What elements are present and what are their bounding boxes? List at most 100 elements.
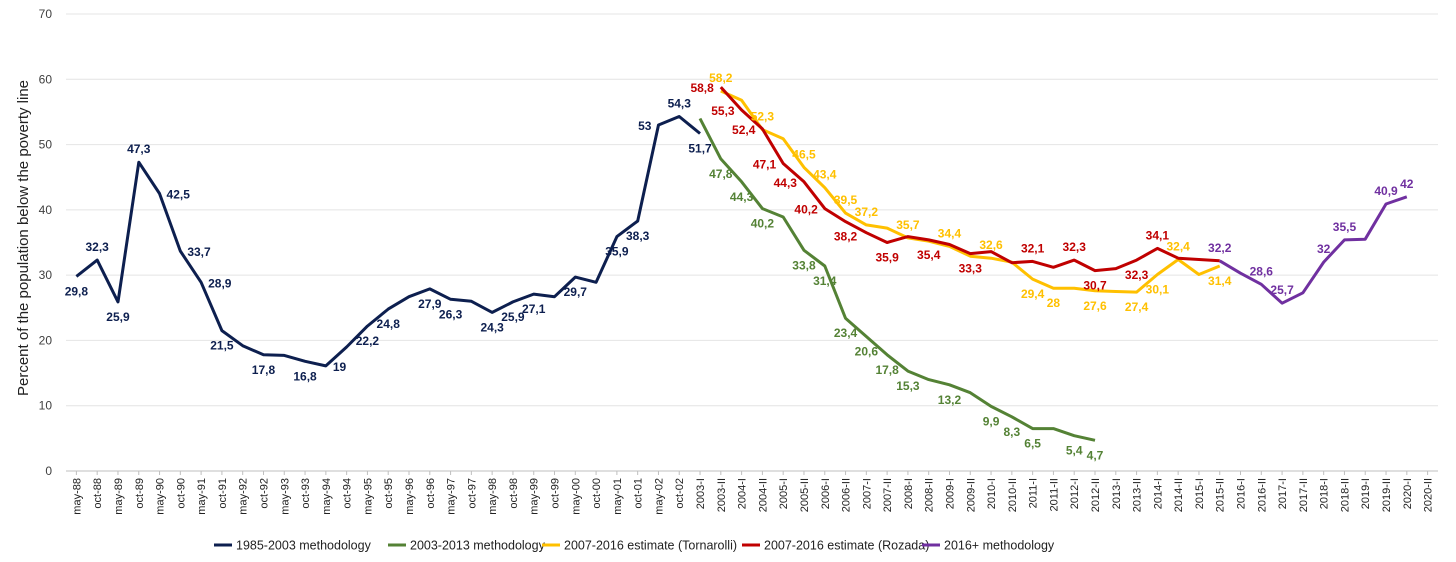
- data-label: 32,4: [1166, 239, 1190, 253]
- series-line: [698, 117, 1096, 442]
- y-tick-label: 70: [39, 7, 53, 21]
- x-tick-label: may-02: [653, 478, 665, 515]
- x-tick-label: may-93: [279, 478, 291, 515]
- data-label: 26,3: [439, 307, 463, 321]
- data-label: 13,2: [938, 393, 962, 407]
- legend-entry: 1985-2003 methodology: [236, 539, 372, 553]
- data-label: 20,6: [855, 345, 879, 359]
- x-tick-label: 2006-I: [820, 478, 832, 509]
- data-label: 32,2: [1208, 241, 1232, 255]
- data-label: 33,8: [792, 258, 816, 272]
- y-tick-label: 30: [39, 268, 53, 282]
- x-tick-label: oct-91: [217, 478, 229, 509]
- x-tick-label: oct-02: [674, 478, 686, 509]
- y-tick-label: 50: [39, 138, 53, 152]
- x-tick-label: 2017-II: [1298, 478, 1310, 512]
- x-tick-label: may-00: [570, 478, 582, 515]
- x-tick-label: may-89: [113, 478, 125, 515]
- y-tick-label: 60: [39, 72, 53, 86]
- x-tick-label: oct-88: [92, 478, 104, 509]
- data-label: 37,2: [855, 205, 879, 219]
- legend: 1985-2003 methodology 2003-2013 methodolo…: [214, 539, 1055, 553]
- x-tick-label: may-91: [196, 478, 208, 515]
- x-tick-label: may-98: [487, 478, 499, 515]
- data-label: 47,1: [753, 158, 777, 172]
- data-label: 28,6: [1250, 264, 1274, 278]
- data-label: 40,9: [1374, 184, 1398, 198]
- x-tick-label: may-96: [404, 478, 416, 515]
- gridlines: [66, 13, 1438, 407]
- legend-entry: 2007-2016 estimate (Tornarolli): [564, 539, 737, 553]
- x-tick-label: oct-96: [425, 478, 437, 509]
- x-tick-label: 2018-II: [1339, 478, 1351, 512]
- x-tick-label: 2019-II: [1381, 478, 1393, 512]
- x-tick-label: 2010-II: [1007, 478, 1019, 512]
- x-tick-label: 2013-II: [1132, 478, 1144, 512]
- x-tick-label: 2014-II: [1173, 478, 1185, 512]
- series-lines: [75, 86, 1408, 442]
- data-label: 42,5: [167, 188, 191, 202]
- data-label: 58,8: [690, 81, 714, 95]
- data-label: 29,7: [564, 285, 588, 299]
- x-tick-label: 2010-I: [986, 478, 998, 509]
- y-tick-label: 40: [39, 203, 53, 217]
- series-line: [719, 86, 1220, 273]
- x-tick-label: may-90: [155, 478, 167, 515]
- data-label: 46,5: [792, 147, 816, 161]
- data-label: 51,7: [688, 141, 712, 155]
- x-tick-label: 2020-II: [1423, 478, 1435, 512]
- data-label: 35,4: [917, 248, 941, 262]
- data-label: 47,3: [127, 142, 151, 156]
- y-axis-label: Percent of the population below the pove…: [15, 80, 32, 396]
- data-label: 58,2: [709, 71, 733, 85]
- x-tick-label: 2016-II: [1256, 478, 1268, 512]
- x-tick-label: 2005-I: [778, 478, 790, 509]
- data-label: 44,3: [730, 190, 754, 204]
- x-tick-label: 2019-I: [1360, 478, 1372, 509]
- x-tick-label: 2016-I: [1236, 478, 1248, 509]
- series-line: [75, 115, 701, 368]
- y-tick-label: 20: [39, 333, 53, 347]
- data-label: 5,4: [1066, 444, 1083, 458]
- x-tick-label: 2003-II: [716, 478, 728, 512]
- x-tick-label: 2015-II: [1215, 478, 1227, 512]
- series-line: [720, 89, 1221, 294]
- data-label: 30,7: [1083, 279, 1107, 293]
- data-label: 29,8: [65, 284, 89, 298]
- data-label: 33,3: [959, 262, 983, 276]
- x-tick-label: 2014-I: [1152, 478, 1164, 509]
- data-label: 21,5: [210, 339, 234, 353]
- data-label: 55,3: [711, 104, 735, 118]
- data-label: 52,4: [732, 123, 756, 137]
- data-label: 30,1: [1146, 282, 1170, 296]
- x-tick-label: oct-98: [508, 478, 520, 509]
- data-label: 34,4: [938, 226, 962, 240]
- data-label: 35,7: [896, 218, 920, 232]
- x-tick-label: 2008-II: [924, 478, 936, 512]
- data-label: 40,2: [794, 203, 818, 217]
- x-tick-label: 2011-II: [1048, 478, 1060, 511]
- data-label: 24,3: [480, 320, 504, 334]
- data-label: 16,8: [293, 369, 317, 383]
- data-label: 34,1: [1146, 228, 1170, 242]
- series-line: [1218, 195, 1408, 305]
- x-tick-label: may-01: [612, 478, 624, 515]
- data-label: 8,3: [1004, 425, 1021, 439]
- x-tick-label: may-97: [446, 478, 458, 515]
- x-tick-label: 2009-I: [944, 478, 956, 509]
- data-label: 38,3: [626, 229, 650, 243]
- x-tick-label: 2006-II: [841, 478, 853, 512]
- data-label: 22,2: [356, 334, 380, 348]
- data-label: 4,7: [1087, 448, 1104, 462]
- data-label: 40,2: [751, 217, 775, 231]
- data-label: 44,3: [774, 176, 798, 190]
- data-labels: 29,8 32,3 25,9 47,3 42,5 33,7 28,9 21,5 17,8 16,8…: [65, 71, 1414, 462]
- legend-entry: 2016+ methodology: [944, 539, 1055, 553]
- x-tick-label: may-88: [71, 478, 83, 515]
- x-tick-label: 2018-I: [1319, 478, 1331, 509]
- x-tick-label: oct-94: [342, 478, 354, 509]
- x-tick-label: oct-92: [258, 478, 270, 509]
- data-label: 17,8: [252, 363, 276, 377]
- data-label: 32,3: [1063, 240, 1087, 254]
- legend-entry: 2003-2013 methodology: [410, 539, 546, 553]
